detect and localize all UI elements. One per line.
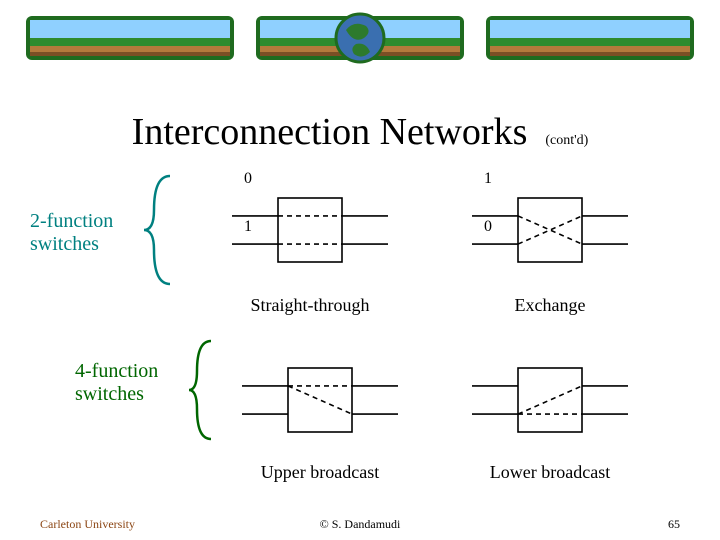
label-4fn-switches: 4-function switches xyxy=(75,360,158,406)
bracket-2fn xyxy=(140,170,180,290)
straight-label-1: 1 xyxy=(244,218,252,236)
footer-center: © S. Dandamudi xyxy=(0,517,720,532)
header-banner xyxy=(0,8,720,68)
diagram-lower-svg xyxy=(460,345,640,455)
title-contd: (cont'd) xyxy=(545,133,588,149)
exchange-label-1: 1 xyxy=(484,170,492,188)
straight-label-0: 0 xyxy=(244,170,252,188)
caption-upper: Upper broadcast xyxy=(230,462,410,483)
exchange-label-0: 0 xyxy=(484,218,492,236)
diagram-upper-svg xyxy=(230,345,410,455)
caption-exchange: Exchange xyxy=(460,295,640,316)
diagram-lower-broadcast xyxy=(460,345,640,455)
caption-lower: Lower broadcast xyxy=(460,462,640,483)
banner-svg xyxy=(0,8,720,68)
footer-right: 65 xyxy=(668,517,680,532)
title-row: Interconnection Networks (cont'd) xyxy=(0,110,720,154)
page-title: Interconnection Networks xyxy=(132,110,528,154)
caption-straight: Straight-through xyxy=(220,295,400,316)
diagram-upper-broadcast xyxy=(230,345,410,455)
bracket-4fn xyxy=(185,335,219,445)
label-2fn-switches: 2-function switches xyxy=(30,210,113,256)
